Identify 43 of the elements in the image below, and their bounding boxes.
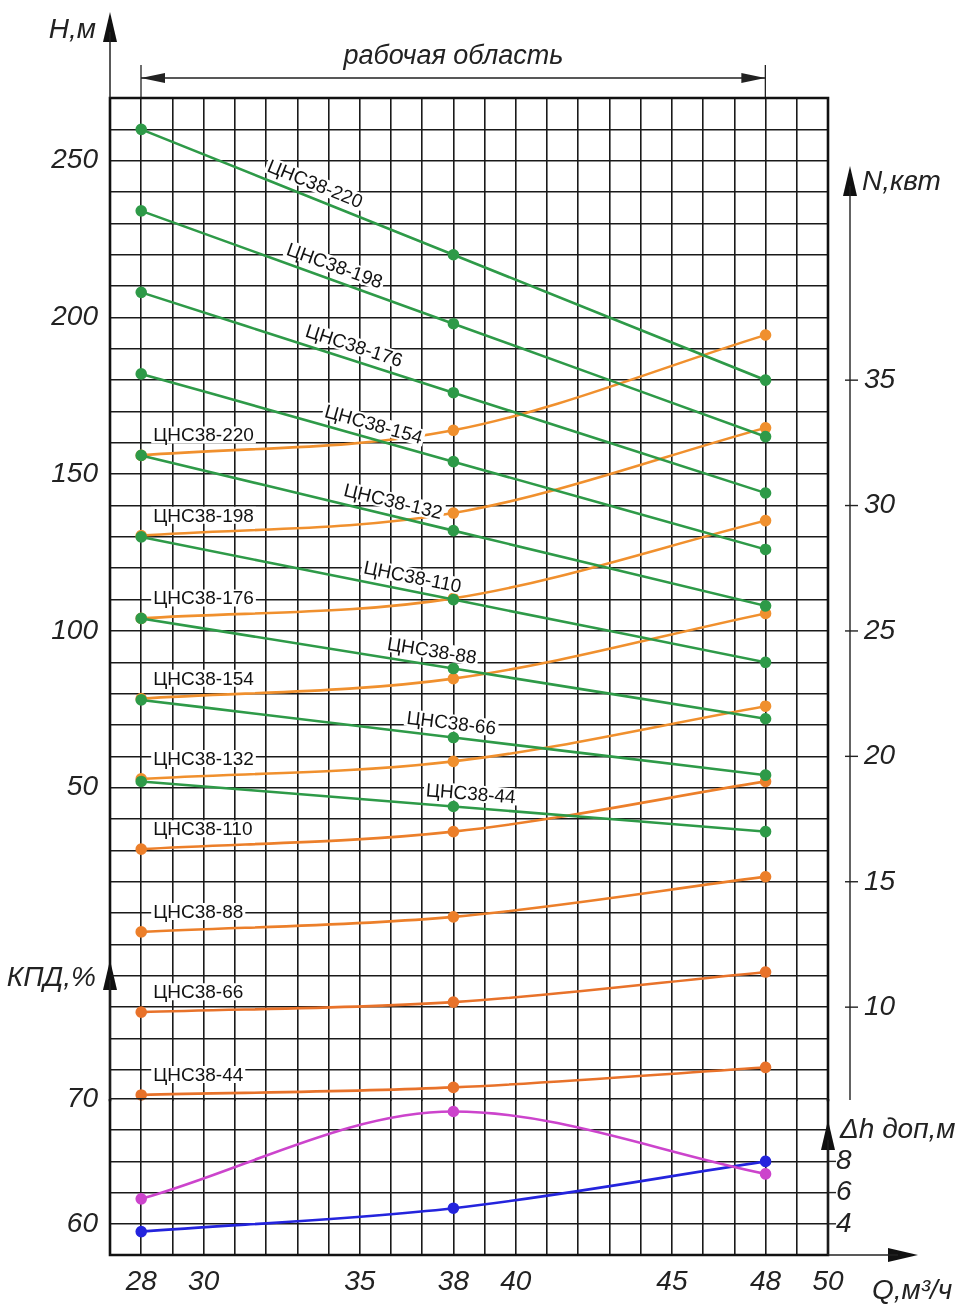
- y2-tick-label: 30: [864, 488, 896, 520]
- y-tick-label: 60: [66, 1206, 99, 1238]
- y-tick-label: 100: [51, 613, 99, 645]
- y2-tick-label: 35: [864, 362, 896, 394]
- x-tick-label: 35: [344, 1264, 376, 1296]
- y2-axis-title: N,квт: [862, 164, 941, 196]
- text: ЦНС38-110: [361, 556, 464, 597]
- y-tick-label: 70: [66, 1081, 99, 1113]
- y2-tick-label: 10: [864, 989, 896, 1021]
- y2-tick-label: 20: [863, 739, 896, 771]
- y2-axis-title: Δh доп,м: [839, 1112, 956, 1144]
- y2-tick-label: 8: [836, 1144, 852, 1176]
- x-tick-label: 48: [749, 1264, 782, 1296]
- y2-tick-label: 15: [864, 864, 896, 896]
- x-tick-label: 38: [437, 1264, 470, 1296]
- y-tick-label: 200: [50, 300, 99, 332]
- y2-tick-label: 25: [863, 613, 896, 645]
- series-label: ЦНС38-66: [153, 981, 244, 1003]
- text: ЦНС38-88: [385, 632, 479, 668]
- y-axis-title: H,м: [48, 12, 96, 44]
- series-label: ЦНС38-44: [425, 779, 517, 808]
- x-tick-label: 50: [812, 1264, 844, 1296]
- series-label: ЦНС38-176: [153, 587, 254, 609]
- y2-tick-label: 6: [836, 1175, 852, 1207]
- x-tick-label: 40: [500, 1264, 532, 1296]
- y-tick-label: 150: [51, 457, 99, 488]
- series-label: ЦНС38-198: [153, 504, 254, 526]
- series-label: ЦНС38-88: [153, 900, 244, 922]
- x-tick-label: 30: [188, 1264, 220, 1296]
- series-label: ЦНС38-44: [153, 1063, 244, 1085]
- y2-tick-label: 4: [836, 1206, 852, 1238]
- series-label: ЦНС38-110: [153, 818, 253, 840]
- y-axis-title: КПД,%: [6, 960, 96, 992]
- series-label: ЦНС38-132: [153, 747, 254, 769]
- x-tick-label: 28: [124, 1264, 158, 1296]
- y-tick-label: 50: [66, 770, 99, 802]
- x-tick-label: 45: [656, 1264, 688, 1296]
- text: ЦНС38-66: [405, 706, 498, 739]
- text: рабочая область: [342, 40, 564, 70]
- y-tick-label: 250: [50, 143, 99, 175]
- series-label: ЦНС38-220: [153, 424, 254, 446]
- series-label: ЦНС38-154: [153, 667, 255, 689]
- x-axis-title: Q,м³/ч: [872, 1274, 953, 1305]
